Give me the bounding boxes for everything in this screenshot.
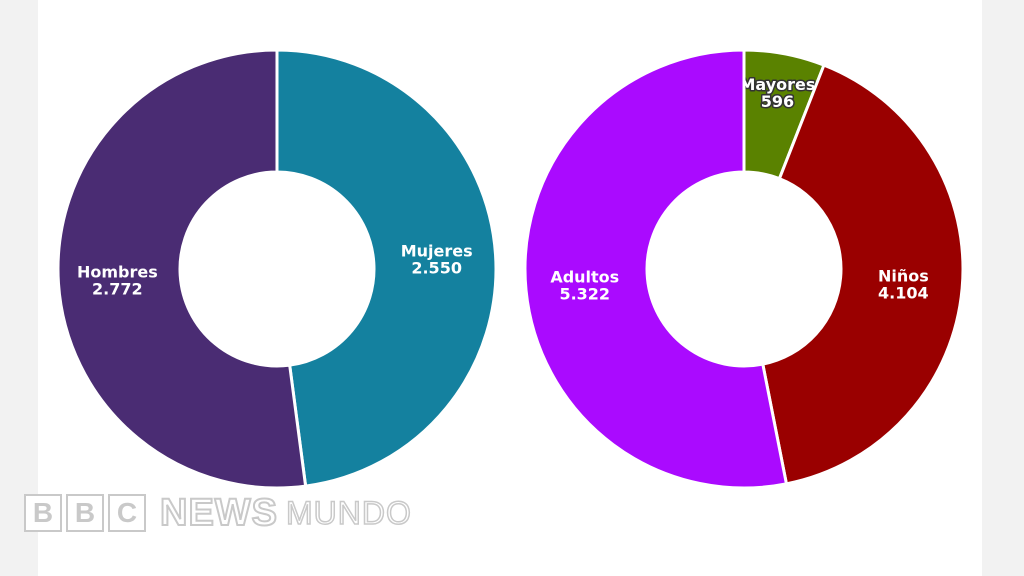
slice-mujeres bbox=[275, 48, 498, 488]
slice-value-adultos: 5.322 bbox=[559, 285, 610, 304]
slice-value-hombres: 2.772 bbox=[92, 279, 143, 298]
slice-label-mayores: Mayores bbox=[739, 75, 815, 94]
slice-value-ninos: 4.104 bbox=[878, 283, 929, 302]
slice-label-ninos: Niños bbox=[878, 266, 929, 285]
slice-adultos bbox=[523, 48, 788, 490]
slice-hombres bbox=[56, 48, 308, 490]
logo-letter-b2: B bbox=[66, 494, 104, 532]
slice-label-adultos: Adultos bbox=[550, 268, 619, 287]
slice-ninos bbox=[761, 63, 965, 486]
slice-value-mujeres: 2.550 bbox=[411, 259, 462, 278]
slice-label-hombres: Hombres bbox=[77, 262, 158, 281]
slice-label-mujeres: Mujeres bbox=[401, 242, 473, 261]
slice-value-mayores: 596 bbox=[761, 92, 794, 111]
logo-letter-c: C bbox=[108, 494, 146, 532]
bbc-news-mundo-logo: B B C NEWS MUNDO bbox=[24, 491, 412, 535]
logo-letter-b1: B bbox=[24, 494, 62, 532]
logo-mundo: MUNDO bbox=[285, 494, 412, 532]
logo-news: NEWS bbox=[159, 491, 278, 535]
